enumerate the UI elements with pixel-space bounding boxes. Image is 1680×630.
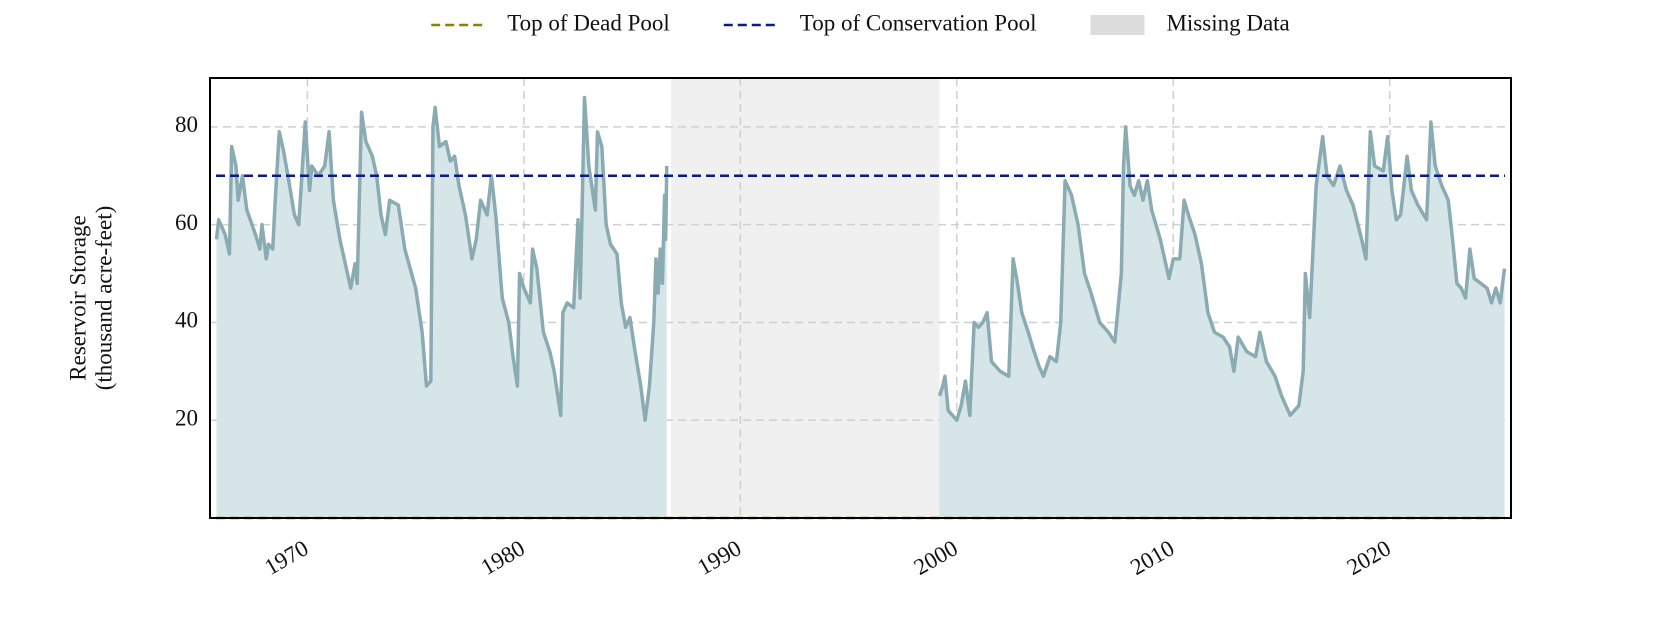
- x-tick-label: 1990: [693, 535, 745, 580]
- x-tick-label: 2000: [910, 535, 962, 580]
- legend-item: Top of Dead Pool: [431, 10, 670, 35]
- y-axis-label-line: Reservoir Storage: [65, 215, 90, 380]
- legend-item: Top of Conservation Pool: [723, 10, 1037, 35]
- y-tick-label: 20: [175, 406, 198, 431]
- legend: Top of Dead Pool Top of Conservation Pool…: [431, 10, 1290, 35]
- legend-label: Top of Conservation Pool: [800, 10, 1037, 35]
- missing-data-span: [671, 78, 940, 518]
- x-tick-label: 2010: [1126, 535, 1178, 580]
- legend-item: Missing Data: [1090, 10, 1290, 35]
- legend-label: Top of Dead Pool: [507, 10, 670, 35]
- y-tick-label: 60: [175, 210, 198, 235]
- y-axis-label: Reservoir Storage (thousand acre-feet): [65, 206, 116, 391]
- y-axis-label-line: (thousand acre-feet): [91, 206, 116, 391]
- y-tick-label: 40: [175, 308, 198, 333]
- storage-area: [939, 122, 1505, 518]
- y-tick-label: 80: [175, 112, 198, 137]
- x-tick-label: 1970: [260, 535, 312, 580]
- plot-frame: [209, 77, 1512, 519]
- legend-label: Missing Data: [1166, 10, 1289, 35]
- storage-line: [937, 120, 1507, 422]
- x-tick-label: 1980: [477, 535, 529, 580]
- legend-swatch: [1090, 15, 1145, 35]
- storage-line: [214, 95, 669, 422]
- x-tick-label: 2020: [1343, 535, 1395, 580]
- storage-area: [216, 97, 667, 519]
